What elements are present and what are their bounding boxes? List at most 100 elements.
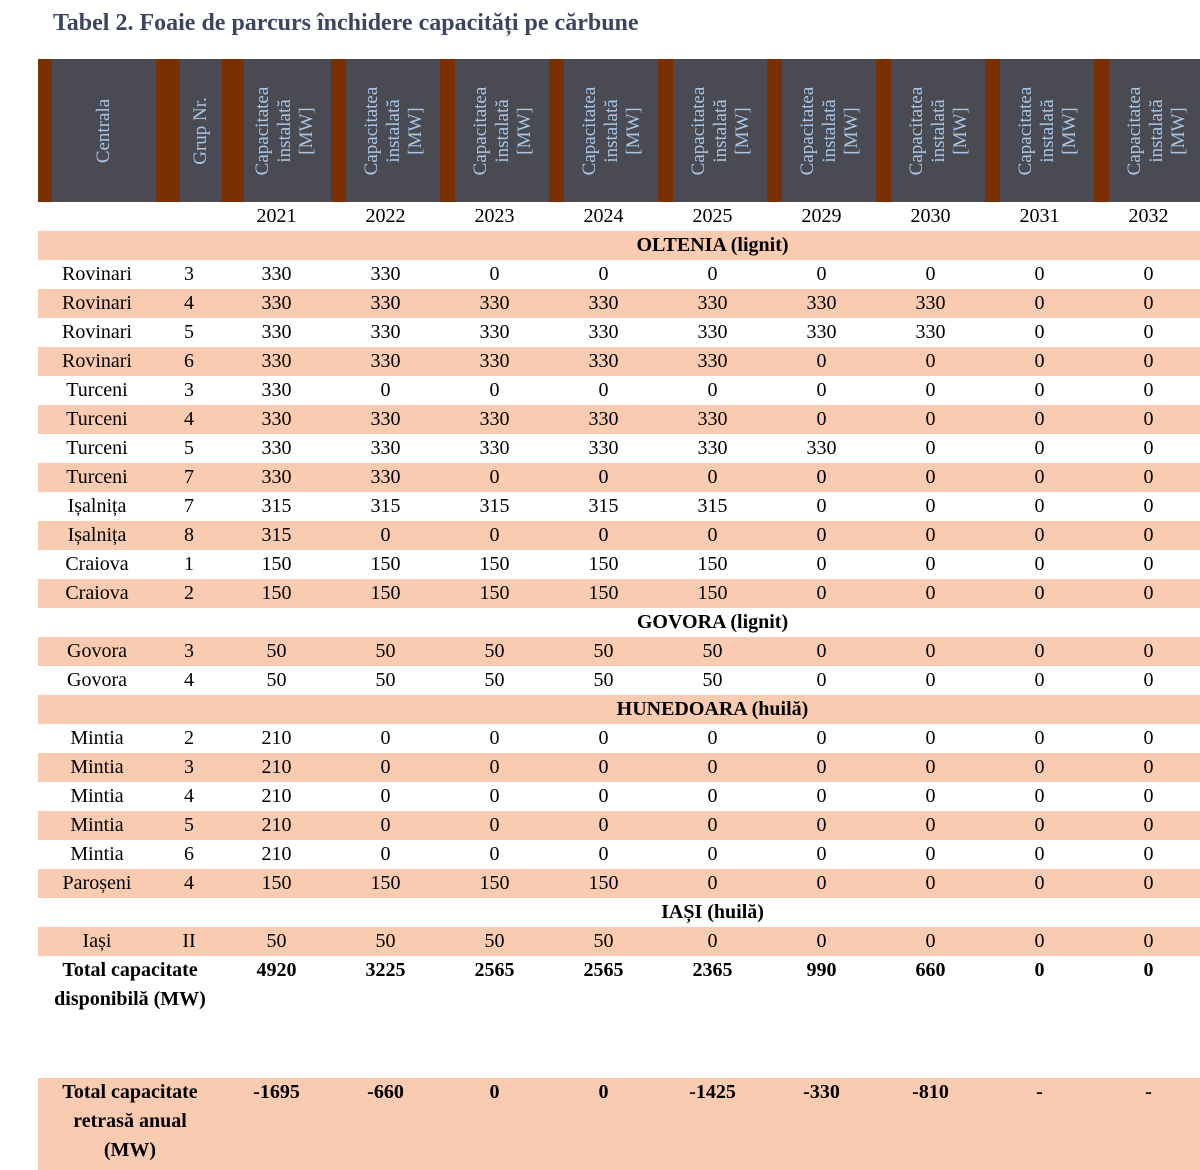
table-row: Ișalnița 7 315 315 315 315 315 0 0 0 0 [38, 492, 1200, 521]
capacity-value: 0 [1034, 727, 1045, 749]
plant-name: Mintia [70, 785, 124, 807]
group-number: 5 [184, 321, 194, 343]
section-title: IAȘI (huilă) [661, 901, 764, 923]
capacity-value: 330 [697, 437, 728, 459]
total-label: Total capacitate disponibilă (MW) [54, 959, 206, 1010]
year-label: 2030 [910, 205, 951, 227]
capacity-value: 150 [697, 553, 728, 575]
header-capacity-2024: Capacitatea instalată [MW] [549, 59, 658, 202]
header-grup-label: Grup Nr. [190, 96, 211, 165]
group-number: 5 [156, 811, 222, 840]
capacity-value: 0 [876, 579, 985, 608]
group-number: 3 [184, 379, 194, 401]
capacity-value: 0 [1143, 263, 1154, 285]
capacity-value: 0 [925, 785, 936, 807]
capacity-value: 210 [261, 843, 292, 865]
capacity-value: 330 [370, 263, 401, 285]
year-label: 2031 [1019, 205, 1060, 227]
capacity-value: 0 [985, 347, 1094, 376]
capacity-value: 0 [707, 843, 718, 865]
table-row: Mintia 6 210 0 0 0 0 0 0 0 0 [38, 840, 1200, 869]
capacity-value: 0 [1034, 437, 1045, 459]
capacity-value: 330 [331, 405, 440, 434]
capacity-value: 0 [658, 869, 767, 898]
capacity-value: 330 [549, 347, 658, 376]
capacity-value: 150 [440, 869, 549, 898]
capacity-value: 0 [1143, 437, 1154, 459]
capacity-value: 150 [331, 869, 440, 898]
total-value: 0 [1143, 959, 1154, 981]
capacity-value: 330 [549, 289, 658, 318]
capacity-value: 0 [1094, 521, 1200, 550]
section-title: HUNEDOARA (huilă) [222, 695, 1200, 724]
group-number: 3 [156, 637, 222, 666]
capacity-value: 0 [1094, 405, 1200, 434]
capacity-value: 330 [915, 321, 946, 343]
section-row: HUNEDOARA (huilă) [38, 695, 1200, 724]
capacity-value: 150 [331, 579, 440, 608]
plant-name: Turceni [38, 405, 156, 434]
section-spacer [38, 608, 222, 637]
coal-closure-table: Centrala Grup Nr. Capacitatea instalată … [38, 59, 1200, 1170]
capacity-value: 0 [816, 727, 827, 749]
total-value: 4920 [256, 959, 297, 981]
capacity-value: 0 [1143, 495, 1154, 517]
capacity-value: 0 [707, 727, 718, 749]
capacity-value: 330 [261, 263, 292, 285]
table-row: Turceni 4 330 330 330 330 330 0 0 0 0 [38, 405, 1200, 434]
section-row: GOVORA (lignit) [38, 608, 1200, 637]
capacity-value: 330 [549, 405, 658, 434]
capacity-value: 0 [489, 379, 500, 401]
group-number: 3 [184, 263, 194, 285]
plant-name: Turceni [38, 463, 156, 492]
group-number: 2 [184, 727, 194, 749]
header-capacity-label: Capacitatea instalată [MW] [360, 86, 426, 175]
capacity-value: 0 [876, 753, 985, 782]
capacity-value: 50 [331, 927, 440, 956]
capacity-value: 0 [985, 753, 1094, 782]
capacity-value: 0 [925, 843, 936, 865]
capacity-value: 330 [806, 437, 837, 459]
capacity-value: 0 [767, 753, 876, 782]
table-row: Iași II 50 50 50 50 0 0 0 0 0 [38, 927, 1200, 956]
year-label: 2025 [692, 205, 733, 227]
empty-cell [38, 202, 156, 231]
header-grup: Grup Nr. [156, 59, 222, 202]
plant-name: Iași [38, 927, 156, 956]
capacity-value: 0 [1034, 263, 1045, 285]
section-spacer [38, 695, 222, 724]
capacity-value: 150 [588, 553, 619, 575]
capacity-value: 0 [707, 785, 718, 807]
table-row: Turceni 5 330 330 330 330 330 330 0 0 0 [38, 434, 1200, 463]
capacity-value: 0 [925, 727, 936, 749]
table-row: Ișalnița 8 315 0 0 0 0 0 0 0 0 [38, 521, 1200, 550]
capacity-value: 210 [222, 811, 331, 840]
capacity-value: 0 [707, 379, 718, 401]
total-value: 0 [549, 1078, 658, 1170]
header-capacity-label: Capacitatea instalată [MW] [578, 86, 644, 175]
total-retired-row: Total capacitate retrasă anual (MW) -1695… [38, 1078, 1200, 1170]
capacity-value: 0 [440, 521, 549, 550]
capacity-value: 0 [1034, 553, 1045, 575]
capacity-value: 50 [593, 669, 614, 691]
capacity-value: 0 [658, 463, 767, 492]
table-row: Mintia 2 210 0 0 0 0 0 0 0 0 [38, 724, 1200, 753]
capacity-value: 0 [658, 521, 767, 550]
capacity-value: 0 [658, 927, 767, 956]
capacity-value: 50 [549, 927, 658, 956]
plant-name: Paroșeni [38, 869, 156, 898]
capacity-value: 50 [331, 637, 440, 666]
capacity-value: 0 [876, 347, 985, 376]
capacity-value: 0 [767, 579, 876, 608]
header-capacity-2022: Capacitatea instalată [MW] [331, 59, 440, 202]
capacity-value: 50 [266, 669, 287, 691]
capacity-value: 330 [370, 321, 401, 343]
header-capacity-label: Capacitatea instalată [MW] [251, 86, 317, 175]
capacity-value: 0 [816, 843, 827, 865]
capacity-value: 0 [876, 463, 985, 492]
year-label: 2023 [474, 205, 515, 227]
capacity-value: 0 [767, 811, 876, 840]
capacity-value: 0 [1094, 579, 1200, 608]
capacity-value: 0 [489, 785, 500, 807]
total-value: -810 [876, 1078, 985, 1170]
